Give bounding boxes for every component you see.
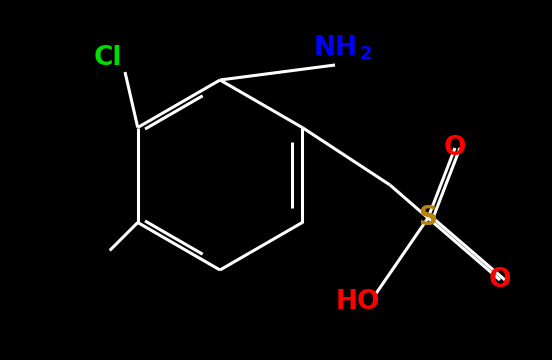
Text: HO: HO: [336, 289, 380, 315]
Text: O: O: [444, 135, 466, 161]
Text: NH: NH: [314, 35, 358, 61]
Text: Cl: Cl: [94, 45, 122, 71]
Text: S: S: [418, 205, 438, 231]
Text: 2: 2: [360, 45, 373, 63]
Text: O: O: [489, 267, 511, 293]
